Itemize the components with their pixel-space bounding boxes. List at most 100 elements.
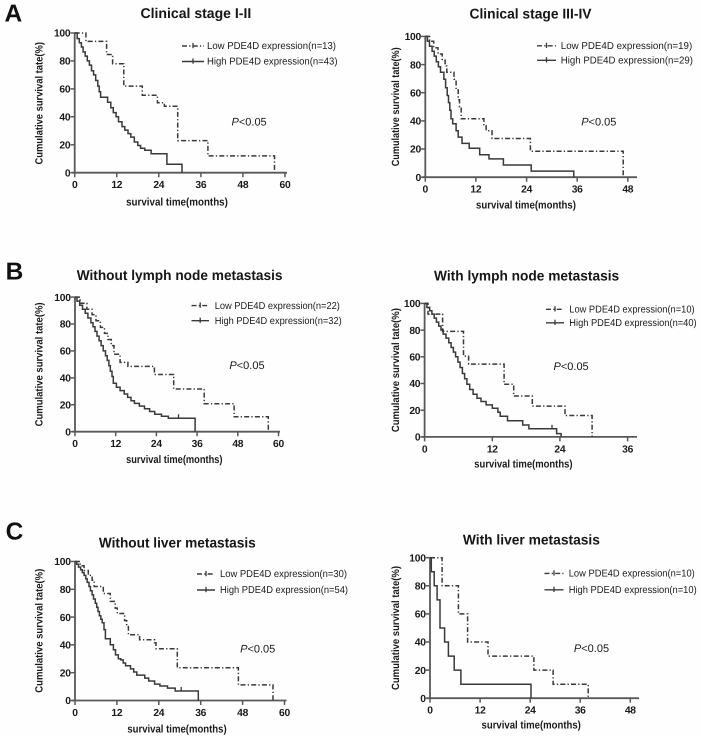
svg-text:60: 60: [60, 613, 71, 624]
svg-text:High PDE4D expression(n=54): High PDE4D expression(n=54): [220, 585, 348, 596]
svg-text:80: 80: [60, 585, 71, 596]
svg-text:0: 0: [423, 185, 429, 196]
svg-text:48: 48: [237, 708, 248, 719]
svg-text:60: 60: [60, 347, 71, 358]
svg-text:Low PDE4D expression(n=19): Low PDE4D expression(n=19): [561, 41, 692, 52]
svg-text:36: 36: [622, 444, 633, 455]
svg-text:60: 60: [410, 88, 421, 99]
svg-text:0: 0: [65, 696, 71, 707]
svg-text:24: 24: [525, 706, 536, 717]
svg-text:80: 80: [60, 320, 71, 331]
svg-text:Low PDE4D expression(n=13): Low PDE4D expression(n=13): [207, 41, 336, 52]
svg-text:48: 48: [237, 180, 248, 191]
svg-text:24: 24: [153, 180, 164, 191]
svg-text:0: 0: [427, 706, 433, 717]
svg-text:0: 0: [72, 180, 78, 191]
svg-text:24: 24: [153, 708, 164, 719]
svg-text:With liver metastasis: With liver metastasis: [463, 533, 600, 549]
svg-text:80: 80: [409, 326, 420, 337]
svg-text:Cumulative survival tate(%): Cumulative survival tate(%): [34, 569, 46, 693]
svg-text:P<0.05: P<0.05: [574, 643, 609, 655]
svg-text:36: 36: [195, 708, 206, 719]
svg-text:40: 40: [59, 113, 70, 124]
svg-text:Low PDE4D expression(n=22): Low PDE4D expression(n=22): [215, 301, 340, 312]
svg-text:P<0.05: P<0.05: [554, 361, 589, 373]
svg-text:P<0.05: P<0.05: [581, 117, 616, 129]
svg-text:60: 60: [59, 85, 70, 96]
svg-text:0: 0: [65, 427, 71, 438]
svg-text:survival time(months): survival time(months): [126, 196, 228, 208]
svg-text:12: 12: [475, 706, 486, 717]
svg-text:40: 40: [60, 374, 71, 385]
svg-text:20: 20: [59, 141, 70, 152]
svg-text:survival time(months): survival time(months): [482, 720, 582, 732]
svg-text:survival time(months): survival time(months): [126, 454, 223, 466]
svg-text:survival time(months): survival time(months): [476, 200, 576, 212]
svg-text:48: 48: [232, 439, 243, 450]
svg-text:Without liver metastasis: Without liver metastasis: [99, 536, 256, 552]
svg-text:36: 36: [192, 439, 203, 450]
svg-text:100: 100: [54, 29, 71, 40]
svg-text:36: 36: [575, 706, 586, 717]
svg-text:Cumulative survival tate(%): Cumulative survival tate(%): [390, 47, 402, 166]
svg-text:C: C: [6, 518, 24, 545]
svg-text:survival time(months): survival time(months): [127, 724, 227, 736]
svg-text:100: 100: [409, 553, 426, 564]
svg-text:12: 12: [110, 439, 121, 450]
svg-text:100: 100: [405, 32, 422, 43]
svg-text:P<0.05: P<0.05: [232, 117, 267, 129]
svg-text:20: 20: [410, 145, 421, 156]
svg-text:Low PDE4D expression(n=10): Low PDE4D expression(n=10): [569, 305, 694, 316]
svg-text:Clinical stage I-II: Clinical stage I-II: [140, 6, 251, 22]
svg-text:High PDE4D expression(n=29): High PDE4D expression(n=29): [561, 56, 693, 67]
svg-text:48: 48: [622, 185, 633, 196]
svg-text:20: 20: [409, 406, 420, 417]
svg-text:24: 24: [521, 185, 532, 196]
svg-text:80: 80: [410, 60, 421, 71]
svg-text:60: 60: [279, 708, 290, 719]
svg-text:12: 12: [111, 708, 122, 719]
svg-text:40: 40: [60, 641, 71, 652]
svg-text:Cumulative survival tate(%): Cumulative survival tate(%): [34, 42, 46, 165]
svg-text:Without lymph node metastasis: Without lymph node metastasis: [77, 268, 283, 284]
svg-text:20: 20: [60, 668, 71, 679]
svg-text:48: 48: [625, 706, 636, 717]
svg-text:40: 40: [409, 379, 420, 390]
svg-text:A: A: [5, 1, 23, 28]
svg-text:24: 24: [151, 439, 162, 450]
svg-text:40: 40: [410, 117, 421, 128]
svg-text:0: 0: [420, 694, 426, 705]
svg-text:60: 60: [415, 610, 426, 621]
svg-text:Low PDE4D expression(n=10): Low PDE4D expression(n=10): [569, 569, 695, 580]
svg-text:Cumulative survival tate(%): Cumulative survival tate(%): [390, 308, 402, 432]
svg-text:0: 0: [72, 439, 78, 450]
svg-text:0: 0: [416, 173, 422, 184]
svg-text:B: B: [6, 259, 24, 286]
svg-text:80: 80: [59, 57, 70, 68]
svg-text:High PDE4D expression(n=43): High PDE4D expression(n=43): [207, 57, 338, 68]
svg-text:High PDE4D expression(n=40): High PDE4D expression(n=40): [569, 318, 696, 329]
svg-text:24: 24: [554, 444, 565, 455]
svg-text:100: 100: [54, 557, 71, 568]
svg-text:36: 36: [195, 180, 206, 191]
svg-text:100: 100: [54, 293, 71, 304]
svg-text:Cumulative survival tate(%): Cumulative survival tate(%): [390, 566, 402, 690]
svg-text:60: 60: [409, 353, 420, 364]
svg-text:0: 0: [65, 168, 71, 179]
svg-text:0: 0: [415, 433, 421, 444]
svg-text:12: 12: [470, 185, 481, 196]
svg-text:P<0.05: P<0.05: [229, 360, 264, 372]
svg-text:0: 0: [72, 708, 78, 719]
svg-text:60: 60: [273, 439, 284, 450]
svg-text:P<0.05: P<0.05: [240, 643, 275, 655]
svg-text:100: 100: [404, 299, 421, 310]
svg-text:20: 20: [415, 666, 426, 677]
svg-text:High PDE4D expression(n=10): High PDE4D expression(n=10): [569, 585, 697, 596]
svg-text:12: 12: [111, 180, 122, 191]
svg-text:With lymph node metastasis: With lymph node metastasis: [434, 268, 619, 284]
svg-text:40: 40: [415, 638, 426, 649]
svg-text:0: 0: [422, 444, 428, 455]
svg-text:36: 36: [572, 185, 583, 196]
svg-text:survival time(months): survival time(months): [474, 458, 572, 470]
svg-text:12: 12: [487, 444, 498, 455]
